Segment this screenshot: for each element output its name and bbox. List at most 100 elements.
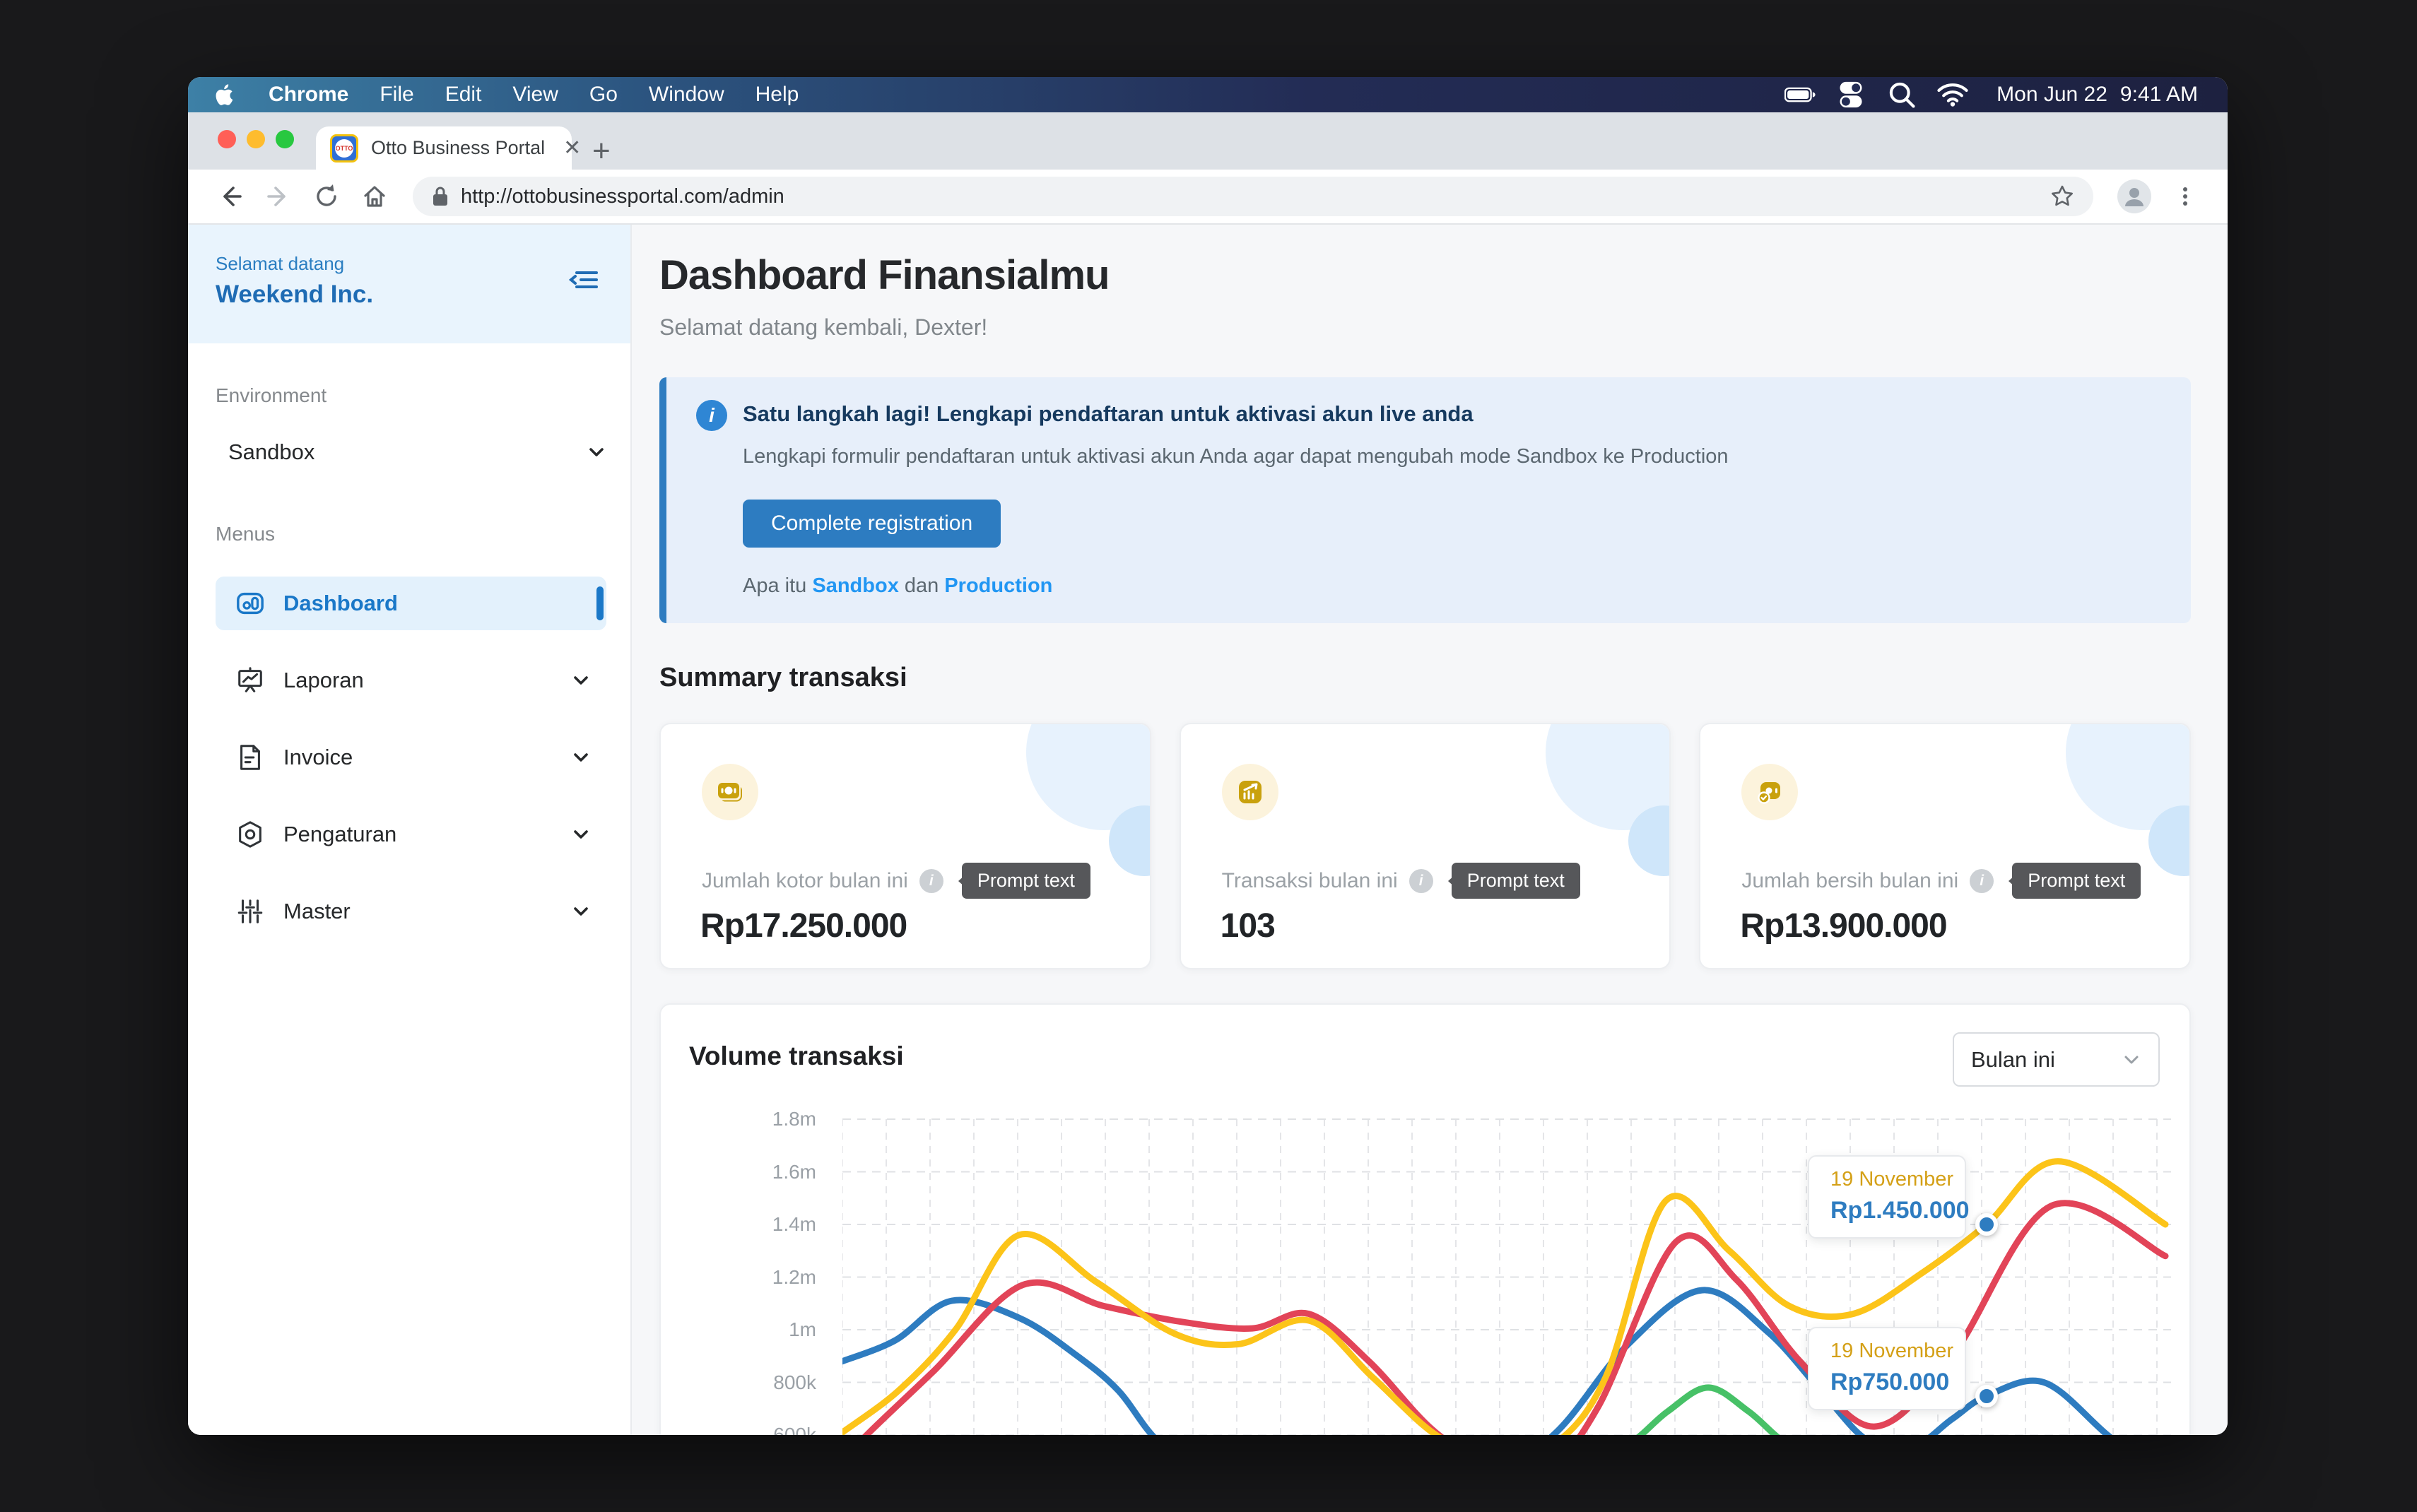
sidebar-item-pengaturan[interactable]: Pengaturan xyxy=(216,808,606,861)
menubar-date[interactable]: Mon Jun 22 xyxy=(1996,83,2107,106)
sidebar-item-master[interactable]: Master xyxy=(216,885,606,938)
summary-card-transactions: Transaksi bulan ini i Prompt text 103 xyxy=(1179,723,1671,969)
sandbox-link[interactable]: Sandbox xyxy=(812,574,899,597)
sidebar-collapse-icon[interactable] xyxy=(568,264,599,295)
sidebar-item-label: Laporan xyxy=(283,668,364,692)
menus-label: Menus xyxy=(216,523,276,545)
forward-icon[interactable] xyxy=(264,182,293,211)
back-icon[interactable] xyxy=(216,182,245,211)
production-link[interactable]: Production xyxy=(944,574,1053,597)
active-indicator xyxy=(596,586,604,620)
zoom-window-button[interactable] xyxy=(276,130,294,148)
chevron-down-icon xyxy=(574,830,588,839)
sliders-icon xyxy=(237,899,263,923)
y-axis-tick: 1.6m xyxy=(772,1160,816,1183)
chart-tooltip: 19 November Rp1.450.000 xyxy=(1808,1155,1970,1239)
kebab-menu-icon[interactable] xyxy=(2171,182,2199,211)
tooltip-bubble: Prompt text xyxy=(2012,863,2141,899)
chart-tooltip: 19 November Rp750.000 xyxy=(1808,1326,1966,1410)
info-icon[interactable]: i xyxy=(1409,868,1433,893)
control-center-icon[interactable] xyxy=(1835,81,1866,108)
menu-file[interactable]: File xyxy=(380,83,414,106)
y-axis-tick: 800k xyxy=(773,1371,816,1393)
reload-icon[interactable] xyxy=(312,182,341,211)
spotlight-search-icon[interactable] xyxy=(1886,82,1917,108)
info-icon: i xyxy=(696,400,727,431)
sidebar-header: Selamat datang Weekend Inc. xyxy=(188,225,630,343)
footer-text: dan xyxy=(904,574,939,597)
minimize-window-button[interactable] xyxy=(247,130,265,148)
macos-menu-bar: Chrome File Edit View Go Window Help Mon… xyxy=(188,77,2228,112)
environment-value: Sandbox xyxy=(228,439,315,464)
apple-menu-icon[interactable] xyxy=(213,83,237,107)
bookmark-star-icon[interactable] xyxy=(2050,184,2075,209)
menu-go[interactable]: Go xyxy=(589,83,618,106)
sidebar-item-label: Pengaturan xyxy=(283,822,397,846)
sidebar-item-label: Invoice xyxy=(283,745,353,769)
summary-card-net: Jumlah bersih bulan ini i Prompt text Rp… xyxy=(1699,723,2192,969)
period-select[interactable]: Bulan ini xyxy=(1953,1032,2160,1087)
series-line-yellow xyxy=(842,1158,2169,1435)
browser-tab[interactable]: OTTO Otto Business Portal ✕ xyxy=(316,126,581,170)
close-window-button[interactable] xyxy=(218,130,236,148)
footer-text: Apa itu xyxy=(743,574,807,597)
sidebar-item-label: Master xyxy=(283,899,351,923)
chart-title: Volume transaksi xyxy=(689,1041,904,1070)
card-value: Rp17.250.000 xyxy=(700,907,907,945)
environment-select[interactable]: Sandbox xyxy=(216,437,606,468)
site-favicon: OTTO xyxy=(330,134,358,163)
company-name: Weekend Inc. xyxy=(216,280,374,308)
info-icon[interactable]: i xyxy=(919,868,943,893)
url-text: http://ottobusinessportal.com/admin xyxy=(461,184,784,208)
menubar-time[interactable]: 9:41 AM xyxy=(2119,83,2198,106)
sidebar-item-invoice[interactable]: Invoice xyxy=(216,731,606,784)
report-icon xyxy=(238,667,262,692)
y-axis-tick: 1.8m xyxy=(772,1108,816,1130)
card-label: Jumlah bersih bulan ini xyxy=(1741,868,1959,892)
card-label: Transaksi bulan ini xyxy=(1221,868,1398,892)
tab-title: Otto Business Portal xyxy=(371,137,546,158)
menu-window[interactable]: Window xyxy=(648,83,724,106)
profile-avatar[interactable] xyxy=(2117,179,2151,213)
info-icon[interactable]: i xyxy=(1970,868,1994,893)
tooltip-amount: Rp1.450.000 xyxy=(1830,1197,1970,1224)
period-select-value: Bulan ini xyxy=(1971,1046,2055,1072)
chevron-down-icon xyxy=(589,448,604,456)
series-line-red xyxy=(862,1200,2169,1435)
dashboard-icon xyxy=(237,592,264,615)
sidebar-item-laporan[interactable]: Laporan xyxy=(216,654,606,707)
invoice-icon xyxy=(240,745,260,770)
chevron-down-icon xyxy=(574,907,588,916)
menu-chrome[interactable]: Chrome xyxy=(269,83,349,106)
menu-edit[interactable]: Edit xyxy=(445,83,482,106)
sidebar-item-dashboard[interactable]: Dashboard xyxy=(216,577,606,630)
wifi-icon[interactable] xyxy=(1937,82,1968,107)
tooltip-bubble: Prompt text xyxy=(1451,863,1580,899)
home-icon[interactable] xyxy=(360,182,389,211)
sidebar-welcome-label: Selamat datang xyxy=(216,253,345,274)
chart-marker-dot[interactable] xyxy=(1975,1213,1998,1236)
environment-label: Environment xyxy=(216,384,327,406)
chevron-down-icon xyxy=(574,676,588,685)
menu-view[interactable]: View xyxy=(512,83,558,106)
tooltip-date: 19 November xyxy=(1830,1168,1954,1191)
chevron-down-icon xyxy=(2124,1056,2139,1063)
card-label: Jumlah kotor bulan ini xyxy=(702,868,908,892)
tab-strip: OTTO Otto Business Portal ✕ + xyxy=(188,112,2228,170)
page-subtitle: Selamat datang kembali, Dexter! xyxy=(659,314,988,340)
registration-banner: i Satu langkah lagi! Lengkapi pendaftara… xyxy=(659,377,2191,623)
browser-window: Chrome File Edit View Go Window Help Mon… xyxy=(188,77,2228,1435)
menu-help[interactable]: Help xyxy=(755,83,799,106)
sidebar-item-label: Dashboard xyxy=(283,591,398,615)
lock-icon xyxy=(433,187,447,206)
summary-heading: Summary transaksi xyxy=(659,663,907,692)
chart-up-icon xyxy=(1221,764,1278,820)
tab-close-icon[interactable]: ✕ xyxy=(563,136,582,160)
chart-marker-dot[interactable] xyxy=(1975,1384,1998,1407)
complete-registration-button[interactable]: Complete registration xyxy=(743,500,1001,548)
series-line-blue xyxy=(842,1287,2113,1435)
new-tab-button[interactable]: + xyxy=(592,134,611,168)
line-chart[interactable] xyxy=(842,1107,2171,1435)
url-bar[interactable]: http://ottobusinessportal.com/admin xyxy=(413,177,2093,216)
battery-icon[interactable] xyxy=(1784,82,1816,107)
